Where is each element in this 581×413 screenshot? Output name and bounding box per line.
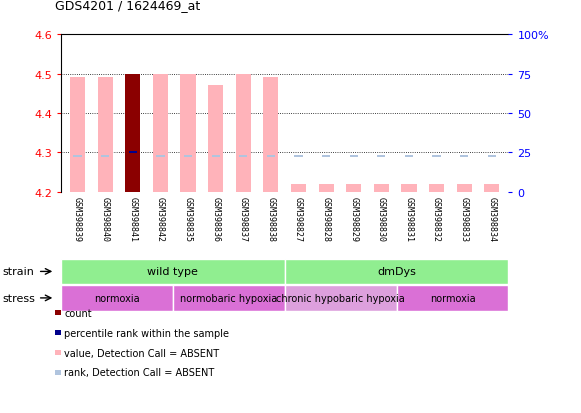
Bar — [405, 156, 413, 157]
Text: count: count — [64, 308, 92, 318]
Bar — [98, 78, 113, 192]
Bar — [285, 259, 508, 285]
Bar — [239, 156, 248, 157]
Bar — [128, 152, 137, 154]
Text: GSM398833: GSM398833 — [460, 196, 469, 241]
Bar — [267, 156, 275, 157]
Text: GSM398840: GSM398840 — [101, 196, 110, 241]
Bar — [291, 184, 306, 192]
Bar — [432, 156, 441, 157]
Bar — [156, 156, 164, 157]
Bar — [346, 184, 361, 192]
Bar — [73, 156, 82, 157]
Text: GSM398831: GSM398831 — [404, 196, 414, 241]
Text: GSM398835: GSM398835 — [184, 196, 192, 241]
Text: stress: stress — [3, 293, 36, 303]
Text: GSM398829: GSM398829 — [349, 196, 358, 241]
Bar — [173, 285, 285, 311]
Text: GSM398828: GSM398828 — [322, 196, 331, 241]
Bar — [322, 156, 330, 157]
Text: GSM398839: GSM398839 — [73, 196, 82, 241]
Text: GSM398841: GSM398841 — [128, 196, 137, 241]
Text: normoxia: normoxia — [429, 293, 475, 303]
Bar — [397, 285, 508, 311]
Bar — [101, 156, 109, 157]
Bar — [236, 74, 251, 192]
Text: dmDys: dmDys — [377, 267, 416, 277]
Text: chronic hypobaric hypoxia: chronic hypobaric hypoxia — [276, 293, 405, 303]
Bar — [61, 285, 173, 311]
Text: percentile rank within the sample: percentile rank within the sample — [64, 328, 229, 338]
Text: GSM398842: GSM398842 — [156, 196, 165, 241]
Bar — [401, 184, 417, 192]
Bar — [484, 184, 500, 192]
Bar — [457, 184, 472, 192]
Text: rank, Detection Call = ABSENT: rank, Detection Call = ABSENT — [64, 368, 214, 377]
Text: GSM398838: GSM398838 — [266, 196, 275, 241]
Bar — [184, 156, 192, 157]
Bar — [61, 259, 285, 285]
Text: normobaric hypoxia: normobaric hypoxia — [180, 293, 277, 303]
Text: wild type: wild type — [148, 267, 198, 277]
Text: GSM398830: GSM398830 — [377, 196, 386, 241]
Text: GSM398827: GSM398827 — [294, 196, 303, 241]
Bar — [263, 78, 278, 192]
Bar — [350, 156, 358, 157]
Text: normoxia: normoxia — [94, 293, 140, 303]
Bar — [208, 86, 223, 192]
Text: GDS4201 / 1624469_at: GDS4201 / 1624469_at — [55, 0, 200, 12]
Text: GSM398836: GSM398836 — [211, 196, 220, 241]
Bar — [125, 74, 141, 192]
Text: value, Detection Call = ABSENT: value, Detection Call = ABSENT — [64, 348, 220, 358]
Bar — [211, 156, 220, 157]
Bar — [70, 78, 85, 192]
Bar — [181, 74, 196, 192]
Text: strain: strain — [3, 267, 35, 277]
Bar — [487, 156, 496, 157]
Bar — [429, 184, 444, 192]
Text: GSM398837: GSM398837 — [239, 196, 248, 241]
Bar — [460, 156, 468, 157]
Bar — [285, 285, 397, 311]
Bar — [377, 156, 385, 157]
Bar — [295, 156, 303, 157]
Bar — [374, 184, 389, 192]
Bar — [318, 184, 333, 192]
Text: GSM398834: GSM398834 — [487, 196, 496, 241]
Text: GSM398832: GSM398832 — [432, 196, 441, 241]
Bar — [153, 74, 168, 192]
